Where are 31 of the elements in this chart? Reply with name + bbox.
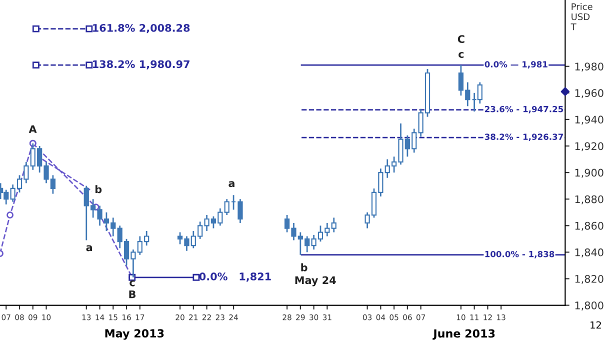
text: 12 bbox=[590, 321, 601, 329]
y-tick-label: 1,880 bbox=[575, 195, 604, 204]
annotation: c bbox=[130, 280, 135, 286]
y-tick-label: 1,940 bbox=[575, 116, 604, 125]
annotation: a bbox=[86, 245, 92, 252]
y-tick-label: 1,840 bbox=[575, 248, 604, 258]
series-label: 161.8% 2,008.28 bbox=[93, 24, 190, 34]
annotation: May 24 bbox=[295, 276, 336, 286]
y-tick-label: 1,920 bbox=[575, 142, 604, 152]
y-axis-title: Price USD T bbox=[570, 3, 592, 30]
y-tick-label: 1,860 bbox=[575, 222, 604, 231]
series-label: 0.0% — 1,981 bbox=[484, 61, 548, 69]
y-tick-label: 1,900 bbox=[575, 168, 604, 178]
annotation: a bbox=[228, 181, 234, 188]
text: June 2013 bbox=[432, 329, 495, 340]
y-tick-label: 1,960 bbox=[575, 89, 604, 98]
annotation: A bbox=[28, 125, 37, 133]
y-tick-label: 1,980 bbox=[575, 62, 604, 72]
series-label: 100.0% - 1,838 bbox=[485, 250, 554, 258]
series-label: 38.2% - 1,926.37 bbox=[484, 134, 563, 142]
series-label: 23.6% - 1,947.25 bbox=[485, 106, 564, 114]
annotation: c bbox=[458, 52, 464, 58]
y-tick-label: 1,800 bbox=[575, 301, 604, 310]
annotation: C bbox=[458, 35, 464, 44]
y-tick-label: 1,820 bbox=[575, 274, 604, 284]
annotation: B bbox=[129, 290, 136, 298]
text: May 2013 bbox=[105, 329, 164, 340]
series-label: 138.2% 1,980.97 bbox=[93, 60, 190, 70]
annotation: b bbox=[301, 263, 308, 272]
series-label: 0.0% 1,821 bbox=[199, 272, 271, 282]
annotation: b bbox=[95, 185, 102, 194]
